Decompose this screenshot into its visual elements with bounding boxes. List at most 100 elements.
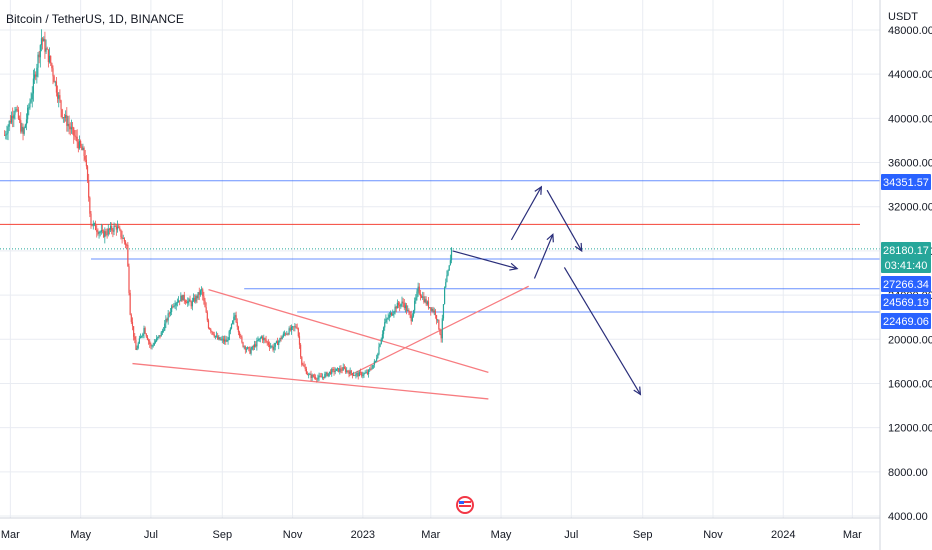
candle-body[interactable]	[21, 126, 23, 132]
candle-body[interactable]	[319, 375, 321, 377]
candle-body[interactable]	[162, 330, 165, 332]
candle-body[interactable]	[46, 48, 48, 50]
candle-body[interactable]	[129, 292, 131, 315]
candle-body[interactable]	[73, 127, 75, 136]
candle-body[interactable]	[7, 126, 9, 134]
candle-body[interactable]	[137, 343, 139, 349]
candle-body[interactable]	[165, 319, 167, 324]
candle-body[interactable]	[415, 297, 417, 301]
candle-body[interactable]	[294, 326, 296, 328]
candle-body[interactable]	[222, 338, 225, 342]
candle-body[interactable]	[182, 294, 184, 301]
candle-body[interactable]	[394, 306, 396, 312]
candle-body[interactable]	[399, 305, 401, 307]
candle-body[interactable]	[23, 127, 25, 134]
candle-body[interactable]	[10, 115, 13, 123]
candle-body[interactable]	[111, 226, 113, 231]
candle-body[interactable]	[328, 371, 331, 374]
candle-body[interactable]	[97, 231, 99, 234]
candle-body[interactable]	[396, 302, 398, 309]
candle-body[interactable]	[438, 319, 440, 330]
candle-body[interactable]	[103, 230, 105, 238]
candle-body[interactable]	[204, 300, 206, 308]
candle-body[interactable]	[127, 244, 129, 267]
candle-body[interactable]	[268, 344, 271, 347]
candle-body[interactable]	[405, 305, 408, 312]
candle-body[interactable]	[224, 339, 226, 342]
candle-body[interactable]	[371, 368, 373, 370]
candle-body[interactable]	[244, 346, 246, 350]
candle-body[interactable]	[351, 373, 354, 376]
candle-body[interactable]	[348, 371, 350, 375]
candle-body[interactable]	[36, 67, 38, 77]
candle-body[interactable]	[37, 54, 39, 68]
candle-body[interactable]	[149, 341, 151, 345]
candle-body[interactable]	[236, 322, 238, 327]
candle-body[interactable]	[85, 159, 87, 167]
candle-body[interactable]	[33, 74, 36, 79]
candle-body[interactable]	[270, 346, 272, 348]
candle-body[interactable]	[432, 308, 434, 312]
candle-body[interactable]	[214, 335, 216, 337]
candle-body[interactable]	[378, 346, 380, 355]
candle-body[interactable]	[196, 296, 198, 299]
candle-body[interactable]	[176, 302, 178, 304]
candle-body[interactable]	[156, 338, 158, 342]
candle-body[interactable]	[133, 326, 135, 337]
candle-body[interactable]	[92, 223, 94, 226]
candle-body[interactable]	[108, 228, 111, 230]
candle-body[interactable]	[324, 374, 326, 378]
candle-body[interactable]	[441, 318, 443, 339]
candle-body[interactable]	[303, 364, 305, 367]
candle-body[interactable]	[295, 326, 297, 328]
candle-body[interactable]	[304, 366, 306, 370]
candle-body[interactable]	[40, 38, 43, 46]
candle-body[interactable]	[449, 260, 451, 266]
candle-body[interactable]	[298, 336, 301, 345]
candle-body[interactable]	[209, 328, 211, 330]
candle-body[interactable]	[327, 373, 329, 376]
candle-body[interactable]	[198, 292, 200, 295]
candle-body[interactable]	[213, 334, 215, 337]
candle-body[interactable]	[55, 81, 58, 93]
candle-body[interactable]	[354, 375, 356, 377]
candle-body[interactable]	[227, 339, 229, 341]
candle-body[interactable]	[131, 321, 134, 327]
candle-body[interactable]	[234, 315, 236, 317]
candle-body[interactable]	[289, 328, 291, 331]
candle-body[interactable]	[215, 335, 218, 337]
candle-body[interactable]	[402, 301, 404, 303]
candle-body[interactable]	[287, 333, 289, 335]
candle-body[interactable]	[446, 275, 448, 283]
candle-body[interactable]	[243, 346, 245, 348]
candle-body[interactable]	[58, 95, 60, 99]
candle-body[interactable]	[177, 300, 180, 303]
candle-body[interactable]	[88, 180, 90, 198]
candle-body[interactable]	[112, 230, 114, 232]
candle-body[interactable]	[160, 332, 162, 337]
candle-body[interactable]	[60, 100, 62, 110]
candle-body[interactable]	[226, 340, 228, 342]
candle-body[interactable]	[242, 342, 244, 347]
candle-body[interactable]	[98, 232, 100, 234]
candle-body[interactable]	[161, 330, 164, 333]
candle-body[interactable]	[96, 230, 98, 232]
candle-body[interactable]	[113, 225, 115, 232]
candle-body[interactable]	[423, 296, 425, 303]
candle-body[interactable]	[363, 373, 365, 376]
candle-body[interactable]	[225, 339, 227, 342]
candle-body[interactable]	[65, 114, 67, 118]
candle-body[interactable]	[291, 326, 294, 328]
candle-body[interactable]	[95, 223, 97, 231]
candle-body[interactable]	[283, 333, 286, 335]
candle-body[interactable]	[90, 213, 92, 226]
candle-body[interactable]	[187, 301, 189, 304]
candle-body[interactable]	[82, 147, 84, 151]
candle-body[interactable]	[54, 81, 56, 83]
candle-body[interactable]	[431, 308, 433, 311]
candle-body[interactable]	[310, 374, 312, 378]
candle-body[interactable]	[256, 340, 258, 347]
candle-body[interactable]	[376, 358, 378, 361]
candle-body[interactable]	[323, 376, 325, 378]
candle-body[interactable]	[210, 329, 212, 332]
